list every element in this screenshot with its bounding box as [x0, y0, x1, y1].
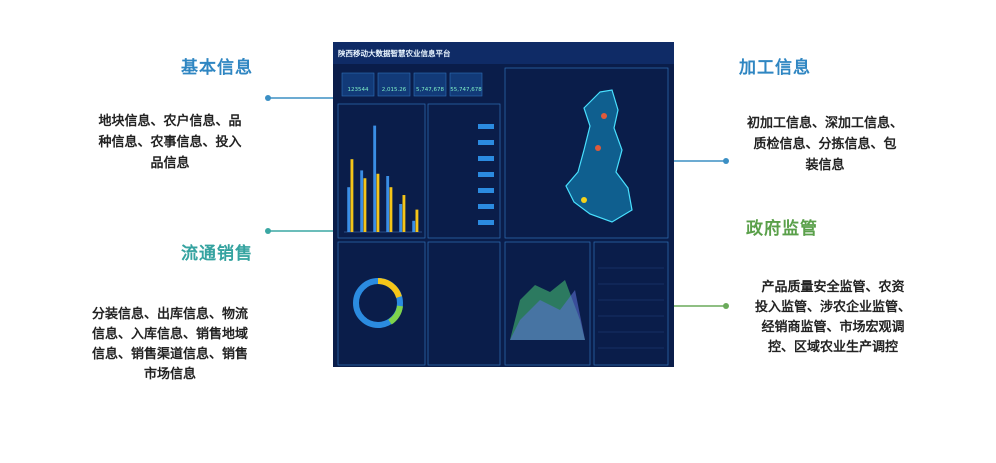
section-text: 初加工信息、深加工信息、 — [747, 115, 903, 131]
list-button — [478, 220, 494, 225]
section-text: 分装信息、出库信息、物流 — [92, 306, 248, 322]
list-button — [478, 188, 494, 193]
section-text: 质检信息、分拣信息、包 — [753, 136, 896, 152]
bar — [412, 220, 416, 232]
kpi-value: 5,747,678 — [416, 87, 444, 93]
panel — [337, 241, 426, 366]
list-button — [478, 140, 494, 145]
map-pin — [581, 197, 587, 203]
map-pin — [595, 145, 601, 151]
panel — [504, 241, 591, 366]
panel — [427, 103, 501, 239]
bar — [389, 187, 393, 232]
dashboard-header — [333, 42, 674, 64]
list-button — [478, 124, 494, 129]
bar — [347, 187, 351, 232]
section-title: 基本信息 — [180, 57, 253, 78]
bar — [363, 178, 367, 232]
section-text: 产品质量安全监管、农资 — [761, 279, 904, 295]
connector-dot — [265, 228, 271, 234]
section-title: 加工信息 — [738, 57, 811, 78]
map-shape — [565, 89, 633, 223]
panel — [427, 241, 501, 366]
kpi-value: 123544 — [348, 87, 369, 93]
map-pin — [601, 113, 607, 119]
section-text: 地块信息、农户信息、品 — [98, 113, 241, 129]
connector-dot — [723, 303, 729, 309]
bar — [402, 195, 406, 232]
dashboard-title: 陕西移动大数据智慧农业信息平台 — [338, 48, 451, 58]
bar — [415, 209, 419, 232]
kpi-value: 55,747,678 — [450, 87, 482, 93]
donut-segment — [377, 278, 402, 299]
kpi-value: 2,015.26 — [382, 87, 407, 93]
connectors — [268, 97, 726, 307]
panel — [337, 103, 426, 239]
connector-dot — [265, 95, 271, 101]
bar — [376, 173, 380, 232]
bar — [350, 159, 354, 232]
bar — [360, 170, 364, 232]
list-button — [478, 156, 494, 161]
area — [510, 290, 585, 340]
bar — [373, 125, 377, 232]
connector-dot — [723, 158, 729, 164]
kpi-card — [413, 72, 447, 97]
section-text: 信息、销售渠道信息、销售 — [92, 346, 248, 362]
kpi-card — [377, 72, 411, 97]
list-button — [478, 172, 494, 177]
bar — [386, 176, 390, 232]
kpi-card — [449, 72, 483, 97]
panel — [504, 67, 669, 239]
section-text: 控、区域农业生产调控 — [768, 339, 898, 355]
section-text: 经销商监管、市场宏观调 — [761, 319, 904, 335]
section-text: 市场信息 — [144, 366, 196, 382]
section-text: 种信息、农事信息、投入 — [97, 134, 241, 150]
kpi-card — [341, 72, 375, 97]
bar — [399, 204, 403, 232]
section-text: 投入监管、涉农企业监管、 — [755, 299, 911, 315]
section-title: 政府监管 — [746, 218, 818, 239]
section-text: 装信息 — [804, 157, 844, 173]
section-title: 流通销售 — [181, 243, 253, 264]
donut-segment — [388, 305, 403, 325]
section-text: 信息、入库信息、销售地域 — [92, 326, 248, 342]
list-button — [478, 204, 494, 209]
panel — [593, 241, 669, 366]
section-text: 品信息 — [150, 155, 189, 171]
